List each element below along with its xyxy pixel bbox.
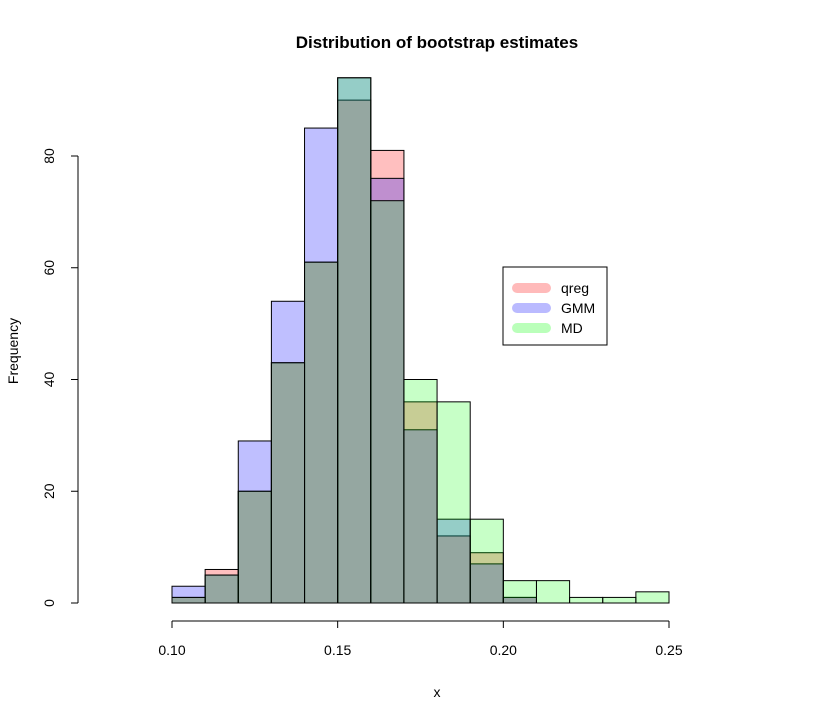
bar-gmm-4 — [304, 127, 339, 604]
histogram-bars — [171, 77, 670, 604]
bar-md-1 — [204, 574, 239, 604]
y-tick-label: 20 — [41, 483, 57, 499]
bar-md-4 — [304, 261, 339, 604]
bar-gmm-3 — [270, 300, 306, 604]
bar-md-3 — [270, 362, 306, 604]
legend-label-md: MD — [561, 320, 583, 336]
bar-qreg-6 — [370, 149, 405, 604]
y-axis-label: Frequency — [5, 318, 21, 384]
y-tick-label: 40 — [41, 372, 57, 388]
legend-label-qreg: qreg — [561, 280, 589, 296]
bar-md-7 — [403, 379, 438, 604]
bar-qreg-7 — [403, 401, 438, 604]
x-tick-label: 0.25 — [655, 642, 682, 658]
bar-md-9 — [469, 518, 504, 604]
bar-md-6 — [370, 200, 405, 604]
bar-qreg-5 — [337, 99, 372, 604]
bar-md-5 — [337, 77, 372, 604]
y-axis: 0 20 40 60 80 — [41, 148, 79, 607]
y-tick-label: 0 — [41, 599, 57, 607]
chart-title: Distribution of bootstrap estimates — [296, 33, 578, 52]
bar-md-8 — [436, 401, 471, 604]
bar-qreg-8 — [436, 535, 471, 604]
legend: qreg GMM MD — [502, 266, 608, 346]
bar-md-10 — [502, 580, 537, 604]
bar-md-13 — [602, 596, 637, 604]
bar-md-2 — [237, 490, 272, 604]
bar-md-12 — [569, 596, 604, 604]
bar-gmm-5 — [337, 77, 372, 604]
bar-qreg-9 — [469, 552, 504, 604]
x-axis: 0.10 0.15 0.20 0.25 — [158, 620, 683, 658]
x-axis-label: x — [434, 684, 441, 700]
legend-box — [502, 266, 608, 346]
bar-md-14 — [635, 591, 670, 604]
legend-label-gmm: GMM — [561, 300, 595, 316]
x-tick-label: 0.15 — [324, 642, 351, 658]
x-tick-label: 0.20 — [490, 642, 517, 658]
y-tick-label: 60 — [41, 260, 57, 276]
bar-md-0 — [171, 596, 206, 604]
x-tick-label: 0.10 — [158, 642, 185, 658]
bar-md-11 — [535, 580, 571, 604]
bar-gmm-8 — [436, 518, 471, 604]
bar-gmm-2 — [237, 440, 272, 604]
y-tick-label: 80 — [41, 148, 57, 164]
